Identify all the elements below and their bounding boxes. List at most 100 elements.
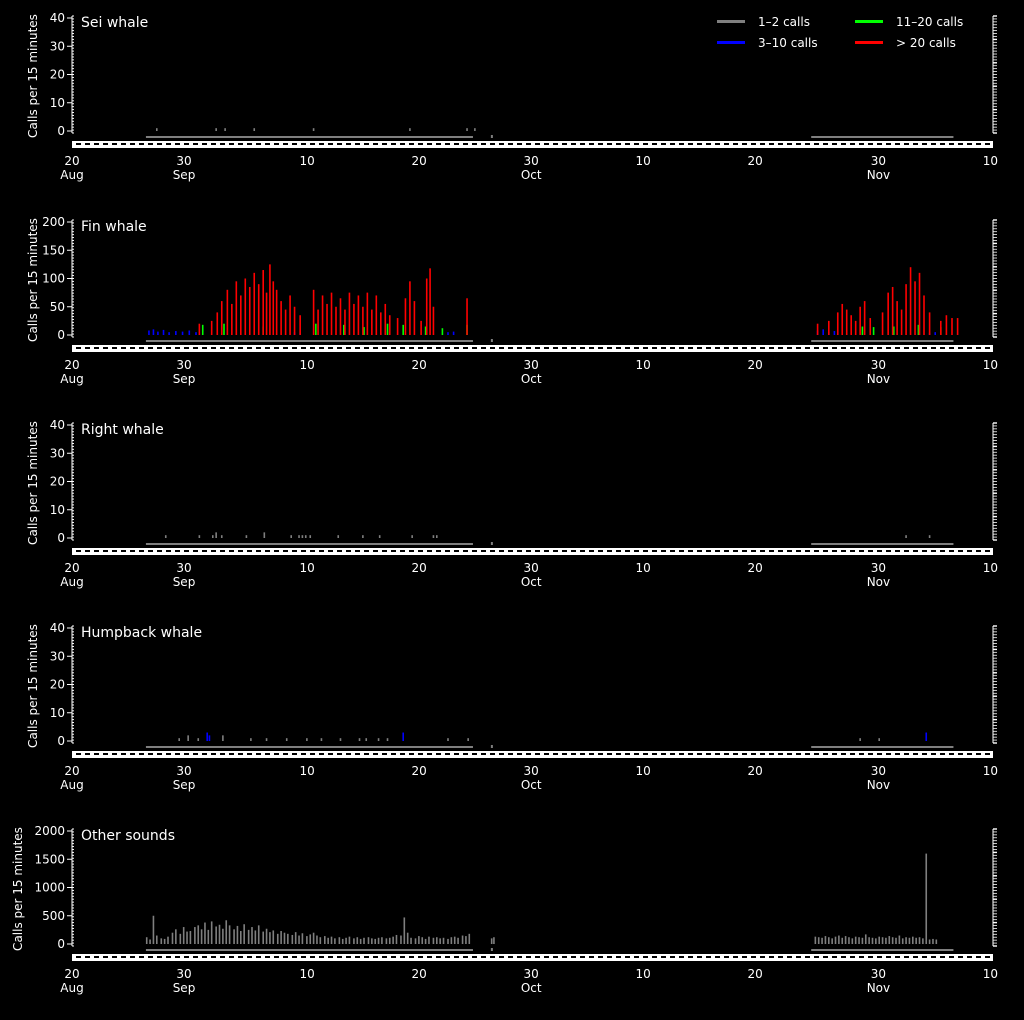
- timeline-dash: [814, 347, 819, 349]
- timeline-dash: [931, 347, 936, 349]
- x-tick-label: 10: [983, 764, 998, 778]
- y-axis-label: Calls per 15 minutes: [26, 421, 40, 545]
- timeline-dash: [841, 143, 846, 145]
- timeline-dash: [976, 347, 981, 349]
- data-bar: [194, 927, 196, 944]
- data-bar: [156, 935, 158, 944]
- timeline-edge: [72, 554, 993, 555]
- timeline-dash: [121, 550, 126, 552]
- timeline-dash: [256, 753, 261, 755]
- coverage-bar: [811, 543, 954, 545]
- timeline-dash: [292, 143, 297, 145]
- timeline-dash: [472, 347, 477, 349]
- x-month-label: Sep: [173, 981, 196, 995]
- timeline-dash: [472, 143, 477, 145]
- timeline-dash: [580, 143, 585, 145]
- x-tick-label: 30: [176, 358, 191, 372]
- y-tick-label: 0: [57, 937, 65, 951]
- x-tick-label: 20: [748, 764, 763, 778]
- timeline-dash: [742, 347, 747, 349]
- timeline-dash: [958, 956, 963, 958]
- timeline-dash: [256, 143, 261, 145]
- timeline-dash: [607, 753, 612, 755]
- timeline-dash: [490, 956, 495, 958]
- data-bar: [257, 284, 260, 335]
- y-axis-label: Calls per 15 minutes: [26, 218, 40, 342]
- data-bar: [424, 938, 427, 944]
- timeline-dash: [526, 143, 531, 145]
- timeline-dash: [238, 143, 243, 145]
- timeline-dash: [985, 550, 990, 552]
- timeline-dash: [265, 753, 270, 755]
- timeline-dash: [364, 143, 369, 145]
- data-bar: [381, 937, 383, 944]
- timeline-dash: [679, 550, 684, 552]
- coverage-bar: [145, 746, 473, 748]
- timeline-dash: [355, 753, 360, 755]
- timeline-dash: [193, 550, 198, 552]
- timeline-dash: [571, 956, 576, 958]
- data-bar: [156, 128, 158, 131]
- timeline-dash: [850, 956, 855, 958]
- data-bar: [298, 535, 300, 538]
- timeline-dash: [796, 956, 801, 958]
- timeline-dash: [805, 347, 810, 349]
- timeline-dash: [400, 753, 405, 755]
- data-bar: [220, 301, 223, 335]
- data-bar: [206, 732, 208, 741]
- timeline-dash: [355, 550, 360, 552]
- timeline-dash: [904, 956, 909, 958]
- timeline-dash: [445, 550, 450, 552]
- timeline-dash: [76, 956, 81, 958]
- timeline-dash: [832, 550, 837, 552]
- timeline-dash: [742, 550, 747, 552]
- data-bar: [178, 738, 180, 741]
- x-tick-label: 30: [176, 967, 191, 981]
- legend-entry-3-10-calls: 3–10 calls: [717, 36, 818, 50]
- timeline-dash: [769, 753, 774, 755]
- timeline-dash: [499, 753, 504, 755]
- timeline-dash: [580, 753, 585, 755]
- timeline-dash: [742, 956, 747, 958]
- timeline-dash: [364, 347, 369, 349]
- timeline-dash: [922, 753, 927, 755]
- timeline-dash: [760, 347, 765, 349]
- y-axis-label: Calls per 15 minutes: [26, 14, 40, 138]
- timeline-dash: [661, 347, 666, 349]
- timeline-dash: [805, 143, 810, 145]
- x-tick-label: 10: [636, 154, 651, 168]
- timeline-dash: [94, 753, 99, 755]
- timeline-edge: [72, 147, 993, 148]
- timeline-dash: [598, 550, 603, 552]
- timeline-dash: [652, 753, 657, 755]
- data-bar: [421, 937, 424, 944]
- data-bar: [859, 738, 861, 741]
- y-tick-label: 40: [50, 621, 65, 635]
- timeline-dash: [751, 347, 756, 349]
- data-bar: [814, 936, 817, 944]
- x-tick-label: 20: [748, 154, 763, 168]
- x-month-label: Sep: [173, 778, 196, 792]
- data-bar: [287, 933, 289, 944]
- data-bar: [182, 927, 185, 944]
- timeline-dash: [121, 956, 126, 958]
- timeline-dash: [112, 956, 117, 958]
- timeline-dash: [157, 753, 162, 755]
- timeline-dash: [715, 347, 720, 349]
- data-bar: [317, 309, 319, 335]
- data-bar: [928, 312, 931, 335]
- data-bar: [951, 318, 953, 335]
- timeline-dash: [283, 753, 288, 755]
- timeline-dash: [436, 753, 441, 755]
- timeline-dash: [166, 550, 171, 552]
- timeline-dash: [688, 956, 693, 958]
- timeline-dash: [445, 347, 450, 349]
- timeline-dash: [670, 753, 675, 755]
- timeline-dash: [571, 143, 576, 145]
- data-bar: [414, 938, 417, 944]
- timeline-dash: [616, 347, 621, 349]
- timeline-dash: [967, 956, 972, 958]
- x-tick-label: 30: [176, 561, 191, 575]
- timeline-dash: [301, 550, 306, 552]
- data-bar: [467, 738, 469, 741]
